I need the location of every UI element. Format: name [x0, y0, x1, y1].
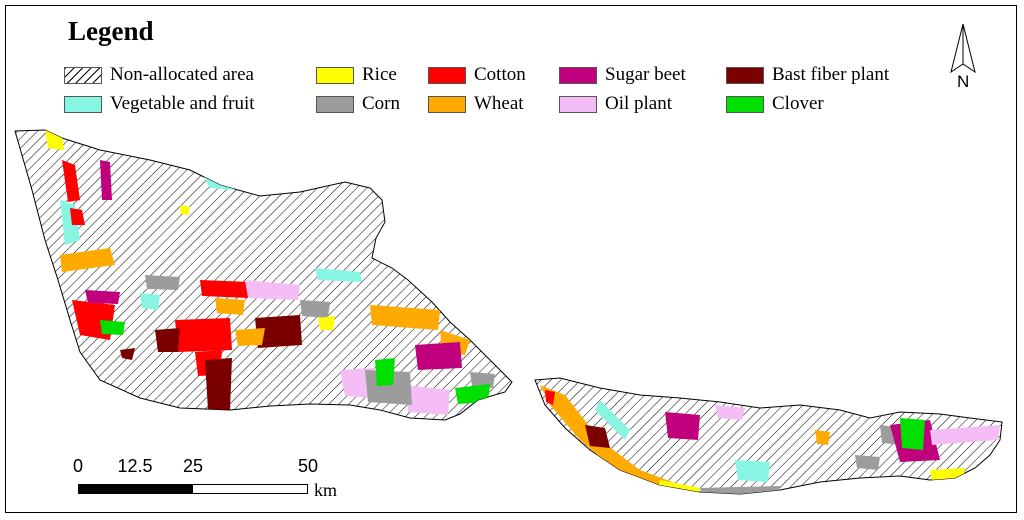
- parcel-corn: [470, 372, 495, 388]
- legend-swatch: [316, 95, 354, 113]
- legend-item-oil-plant: Oil plant: [559, 93, 672, 115]
- west-region-base: [14, 129, 513, 421]
- parcel-sugar-beet: [100, 160, 112, 200]
- north-arrow-label: N: [957, 72, 970, 91]
- legend-swatch: [316, 66, 354, 84]
- legend-label: Wheat: [474, 93, 524, 114]
- parcel-vegetable: [595, 400, 630, 440]
- scale-unit: km: [314, 480, 338, 500]
- parcel-corn: [855, 455, 880, 470]
- parcel-cotton: [175, 318, 232, 352]
- scale-bar: [78, 484, 308, 494]
- legend-swatch: [559, 66, 597, 84]
- parcel-corn: [300, 300, 330, 318]
- legend-swatch: [64, 66, 102, 84]
- parcel-cotton: [62, 160, 80, 202]
- parcel-wheat: [235, 328, 265, 346]
- legend-swatch: [428, 95, 466, 113]
- parcel-sugar-beet: [85, 290, 120, 304]
- parcel-wheat: [815, 430, 830, 445]
- parcel-corn: [145, 275, 180, 290]
- parcel-wheat: [540, 385, 680, 490]
- legend-label: Corn: [362, 93, 400, 114]
- legend-swatch: [428, 66, 466, 84]
- legend-label: Cotton: [474, 64, 526, 85]
- scale-bar-fill: [79, 485, 193, 493]
- parcel-sugar-beet: [665, 412, 700, 440]
- west-region: [14, 129, 513, 421]
- legend-item-sugar-beet: Sugar beet: [559, 64, 686, 86]
- legend-label: Clover: [772, 93, 824, 114]
- parcel-sugar-beet: [415, 342, 462, 370]
- parcel-bast: [205, 358, 232, 410]
- parcel-vegetable: [315, 268, 362, 282]
- parcel-cotton: [545, 390, 555, 405]
- parcel-vegetable: [735, 460, 770, 482]
- parcel-oil: [715, 405, 745, 420]
- parcel-oil: [405, 385, 450, 415]
- parcel-bast: [585, 425, 610, 448]
- scale-tick-label: 0: [72, 456, 84, 476]
- parcel-rice: [930, 468, 965, 480]
- legend-item-clover: Clover: [726, 93, 824, 115]
- parcel-oil: [930, 425, 1000, 445]
- legend-label: Non-allocated area: [110, 64, 254, 85]
- parcel-rice: [180, 205, 190, 215]
- legend-item-vegetable: Vegetable and fruit: [64, 93, 255, 115]
- parcel-bast: [255, 315, 302, 348]
- parcel-bast: [120, 348, 135, 360]
- legend-swatch: [559, 95, 597, 113]
- parcel-bast: [155, 328, 180, 352]
- legend-swatch: [64, 95, 102, 113]
- legend-item-bast-fiber: Bast fiber plant: [726, 64, 889, 86]
- parcel-cotton: [200, 280, 250, 298]
- scale-tick-label: 25: [182, 456, 204, 476]
- scale-tick-label: 50: [297, 456, 319, 476]
- legend-item-corn: Corn: [316, 93, 400, 115]
- parcel-wheat: [60, 248, 115, 272]
- parcel-rice: [318, 316, 335, 330]
- parcel-wheat: [370, 305, 440, 330]
- legend-label: Oil plant: [605, 93, 673, 114]
- legend-label: Vegetable and fruit: [110, 93, 255, 114]
- legend-title: Legend: [68, 16, 154, 46]
- parcel-cotton: [70, 208, 85, 225]
- legend-label: Bast fiber plant: [772, 64, 890, 85]
- scale-tick-label: 12.5: [117, 456, 153, 476]
- parcel-wheat: [215, 298, 245, 315]
- parcel-clover: [900, 418, 925, 450]
- legend-label: Sugar beet: [605, 64, 686, 85]
- parcel-vegetable: [140, 293, 160, 310]
- north-arrow-icon: [950, 24, 976, 74]
- legend-item-wheat: Wheat: [428, 93, 524, 115]
- parcel-clover: [455, 384, 490, 404]
- east-region: [534, 377, 1003, 495]
- legend-item-cotton: Cotton: [428, 64, 526, 86]
- legend-item-non-allocated: Non-allocated area: [64, 64, 254, 86]
- map-frame: [5, 5, 1017, 513]
- legend-swatch: [726, 66, 764, 84]
- legend-label: Rice: [362, 64, 397, 85]
- parcel-clover: [100, 320, 125, 335]
- legend-item-rice: Rice: [316, 64, 397, 86]
- parcel-oil: [245, 280, 300, 300]
- legend-swatch: [726, 95, 764, 113]
- parcel-rice: [45, 130, 64, 150]
- parcel-clover: [375, 358, 395, 386]
